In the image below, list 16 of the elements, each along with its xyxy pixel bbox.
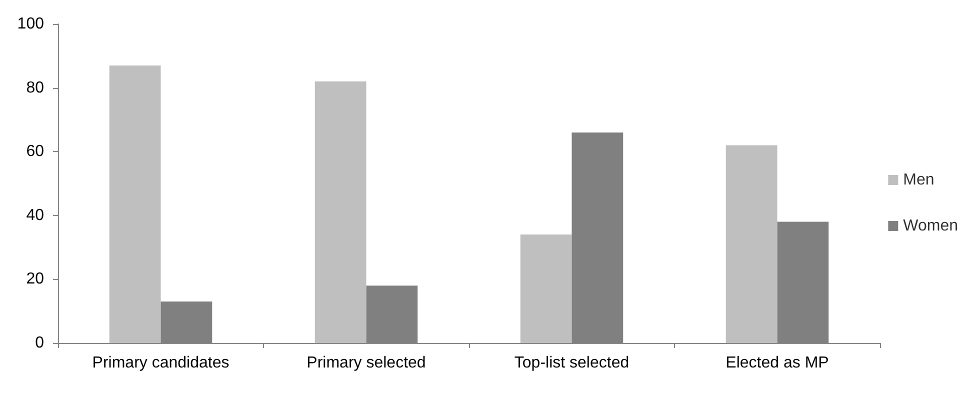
y-tick-label: 60 xyxy=(26,143,44,160)
x-tick-label: Elected as MP xyxy=(726,354,829,372)
bar xyxy=(314,81,366,343)
x-tick-label: Primary candidates xyxy=(92,354,230,372)
x-tick-label: Top-list selected xyxy=(514,354,630,372)
y-tick-label: 20 xyxy=(26,270,44,288)
bar xyxy=(726,145,778,343)
y-tick-label: 40 xyxy=(26,206,44,224)
bar xyxy=(520,234,572,343)
y-tick-label: 100 xyxy=(17,16,44,32)
legend-label: Women xyxy=(903,218,958,234)
legend-label: Men xyxy=(903,172,934,188)
y-tick-label: 0 xyxy=(35,334,44,352)
y-tick-label: 80 xyxy=(26,79,44,96)
x-tick-label: Primary selected xyxy=(306,354,426,372)
bar xyxy=(109,65,161,343)
